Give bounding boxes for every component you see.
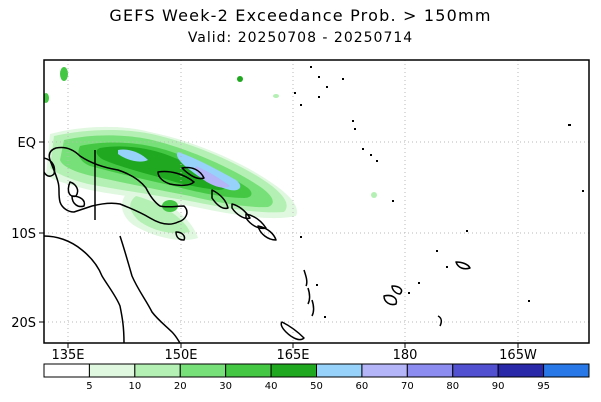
colorbar-swatch bbox=[134, 363, 181, 378]
colorbar-label: 90 bbox=[492, 381, 505, 392]
colorbar-label: 30 bbox=[219, 381, 232, 392]
small-islands bbox=[294, 66, 584, 318]
y-tick-label-10s: 10S bbox=[11, 227, 36, 242]
y-axis-labels: EQ 10S 20S bbox=[11, 136, 36, 331]
map-title: GEFS Week-2 Exceedance Prob. > 150mm bbox=[109, 6, 492, 25]
colorbar-label: 10 bbox=[128, 381, 141, 392]
colorbar-swatch bbox=[179, 363, 227, 378]
colorbar-label: 50 bbox=[310, 381, 323, 392]
coastlines bbox=[44, 146, 471, 343]
x-tick-label-135e: 135E bbox=[51, 348, 84, 363]
gridlines bbox=[44, 60, 589, 343]
x-tick-label-180: 180 bbox=[393, 348, 418, 363]
x-axis-labels: 135E 150E 165E 180 165W bbox=[51, 348, 536, 363]
y-tick-label-20s: 20S bbox=[11, 316, 36, 331]
colorbar-swatch bbox=[43, 363, 90, 378]
colorbar-swatch bbox=[225, 363, 272, 378]
colorbar-label: 80 bbox=[446, 381, 459, 392]
colorbar-swatch bbox=[88, 363, 136, 378]
colorbar-swatch bbox=[543, 363, 590, 378]
colorbar-swatch bbox=[452, 363, 499, 378]
colorbar-swatch bbox=[316, 363, 363, 378]
colorbar-label: 70 bbox=[401, 381, 414, 392]
colorbar-label: 60 bbox=[356, 381, 369, 392]
colorbar-swatch bbox=[270, 363, 317, 378]
map-frame bbox=[43, 59, 590, 344]
colorbar-swatch bbox=[406, 363, 454, 378]
colorbar: 5 10 20 30 40 50 60 70 80 90 95 bbox=[43, 363, 590, 392]
colorbar-label: 5 bbox=[86, 381, 92, 392]
colorbar-label: 40 bbox=[265, 381, 278, 392]
map-subtitle: Valid: 20250708 - 20250714 bbox=[187, 30, 414, 46]
x-tick-label-165e: 165E bbox=[276, 348, 309, 363]
colorbar-label: 20 bbox=[174, 381, 187, 392]
axis-ticks bbox=[39, 141, 519, 348]
colorbar-swatch bbox=[361, 363, 408, 378]
colorbar-label: 95 bbox=[537, 381, 550, 392]
x-tick-label-150e: 150E bbox=[164, 348, 197, 363]
colorbar-swatch bbox=[497, 363, 545, 378]
x-tick-label-165w: 165W bbox=[499, 348, 537, 363]
y-tick-label-eq: EQ bbox=[18, 136, 36, 151]
